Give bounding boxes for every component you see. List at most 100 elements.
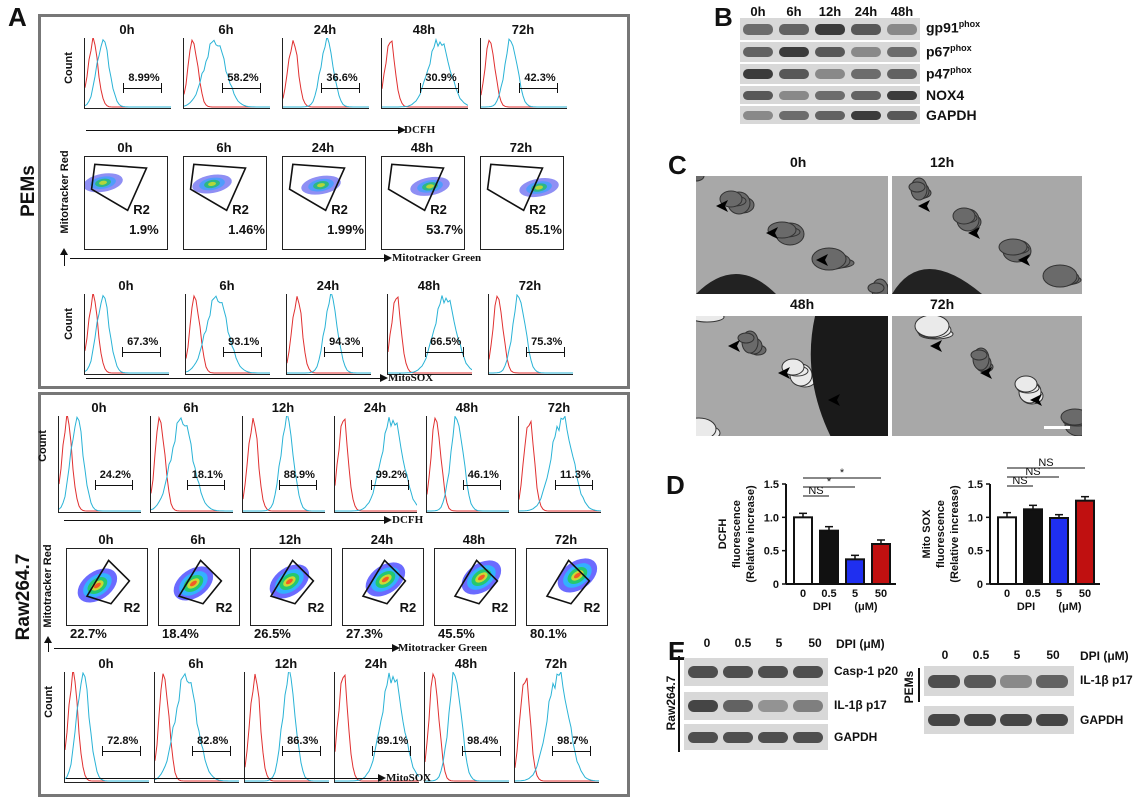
- cell-line-bracket: [918, 668, 920, 702]
- sample-histogram-trace: [518, 415, 602, 512]
- nucleus: [696, 274, 776, 294]
- r2-gate-outline: [85, 559, 131, 605]
- organelle: [908, 181, 926, 193]
- gate-bar: [370, 485, 408, 487]
- gate-bar-tick: [122, 83, 124, 94]
- raw264-frame: [38, 392, 630, 797]
- tem-timepoint-label: 12h: [930, 154, 955, 170]
- pems-frame: [38, 14, 630, 389]
- bar: [793, 516, 813, 585]
- x-tick-label: 50: [1079, 588, 1091, 600]
- y-axis-label: fluorescence: [731, 500, 743, 568]
- gate-bar: [462, 485, 500, 487]
- gate-bar-tick: [94, 480, 96, 491]
- protein-name: p47: [926, 65, 951, 82]
- gate-bar-tick: [499, 480, 501, 491]
- gate-bar: [551, 751, 590, 753]
- timepoint-label: 0h: [117, 140, 133, 155]
- dot-plot: [526, 548, 608, 626]
- blot-timepoint-label: 48h: [890, 4, 914, 19]
- sample-histogram-trace: [489, 293, 573, 374]
- gate-percent: 66.5%: [430, 335, 462, 348]
- blot-row-label: IL-1β p17: [1080, 673, 1133, 687]
- blot-band: [851, 90, 881, 100]
- axis-arrow-head: [378, 774, 386, 782]
- blot-band: [723, 700, 753, 713]
- gate-name: R2: [491, 599, 509, 615]
- timepoint-label: 72h: [554, 532, 578, 547]
- histogram: [514, 670, 599, 783]
- control-histogram-trace: [185, 294, 270, 374]
- blot-row-label: GAPDH: [926, 107, 977, 123]
- histogram-plot: [185, 294, 270, 374]
- histogram-plot: [154, 672, 239, 782]
- gate-bar-tick: [525, 346, 527, 357]
- gate-percent: 45.5%: [438, 626, 475, 641]
- pointer-arrow-icon: [778, 367, 790, 379]
- cell-population-cluster: [269, 564, 310, 599]
- timepoint-label: 6h: [188, 656, 204, 671]
- histogram-plot: [387, 295, 473, 374]
- x-axis-label: DPI: [1017, 601, 1035, 613]
- blot-band: [887, 110, 917, 120]
- gate-bar: [94, 485, 132, 487]
- blot-band: [743, 69, 773, 79]
- timepoint-label: 0h: [98, 532, 114, 547]
- blot-band: [688, 700, 718, 713]
- dose-label: 0.5: [972, 648, 990, 662]
- pointer-arrow-icon: [766, 227, 778, 239]
- gate-bar-tick: [229, 746, 231, 757]
- blot-band: [851, 23, 881, 35]
- blot-band: [793, 700, 823, 713]
- blot-row-label: Casp-1 p20: [834, 664, 899, 678]
- dot-plot-canvas: [189, 163, 247, 212]
- sample-histogram-trace: [335, 672, 420, 782]
- gate-percent: 18.4%: [162, 626, 199, 641]
- y-axis-label: (Relative increase): [949, 485, 961, 583]
- histogram-plot: [84, 292, 169, 374]
- y-tick-label: 1.5: [968, 479, 983, 491]
- blot-band: [743, 90, 773, 100]
- significance-label: *: [827, 476, 832, 488]
- gate-bar-tick: [371, 746, 373, 757]
- sample-histogram-trace: [243, 412, 325, 512]
- blot-strip: [684, 692, 828, 720]
- timepoint-label: 24h: [311, 140, 335, 155]
- sample-histogram-trace: [150, 416, 233, 512]
- dot-plot-canvas: [545, 558, 598, 605]
- gate-bar-tick: [323, 346, 325, 357]
- histogram: [183, 38, 270, 109]
- blot-band: [779, 110, 809, 120]
- histogram-plot: [381, 37, 469, 108]
- histogram-plot: [58, 413, 141, 512]
- y-tick-label: 0: [773, 579, 779, 591]
- gate-percent: 1.46%: [228, 222, 265, 238]
- gate-bar-tick: [320, 83, 322, 94]
- gate-name: R2: [529, 202, 546, 217]
- blot-strip: [740, 86, 920, 104]
- gate-percent: 24.2%: [99, 469, 131, 482]
- histogram: [426, 414, 509, 513]
- significance-label: NS: [808, 485, 823, 497]
- tem-timepoint-label: 72h: [930, 296, 955, 312]
- gate-bar-tick: [424, 346, 426, 357]
- dose-unit-label: DPI (μM): [1080, 649, 1129, 663]
- histogram-plot: [518, 415, 602, 512]
- blot-row-label: GAPDH: [1080, 713, 1124, 727]
- gate-bar-tick: [409, 746, 411, 757]
- density-layer: [99, 180, 107, 185]
- blot-band: [793, 731, 823, 743]
- x-tick-label: 0.5: [1025, 588, 1040, 600]
- axis-arrow-line: [70, 258, 384, 259]
- histogram: [334, 672, 420, 783]
- y-tick-label: 0: [977, 579, 983, 591]
- r2-gate-outline: [189, 163, 247, 212]
- blot-band: [688, 666, 718, 679]
- y-tick-label: 1.5: [764, 479, 779, 491]
- gate-percent: 99.2%: [375, 469, 407, 482]
- gate-name: R2: [215, 599, 233, 615]
- histogram: [480, 38, 567, 109]
- cell-line-label: Raw264.7: [664, 675, 678, 731]
- x-tick-label: 5: [852, 588, 858, 600]
- density-layer: [93, 582, 101, 589]
